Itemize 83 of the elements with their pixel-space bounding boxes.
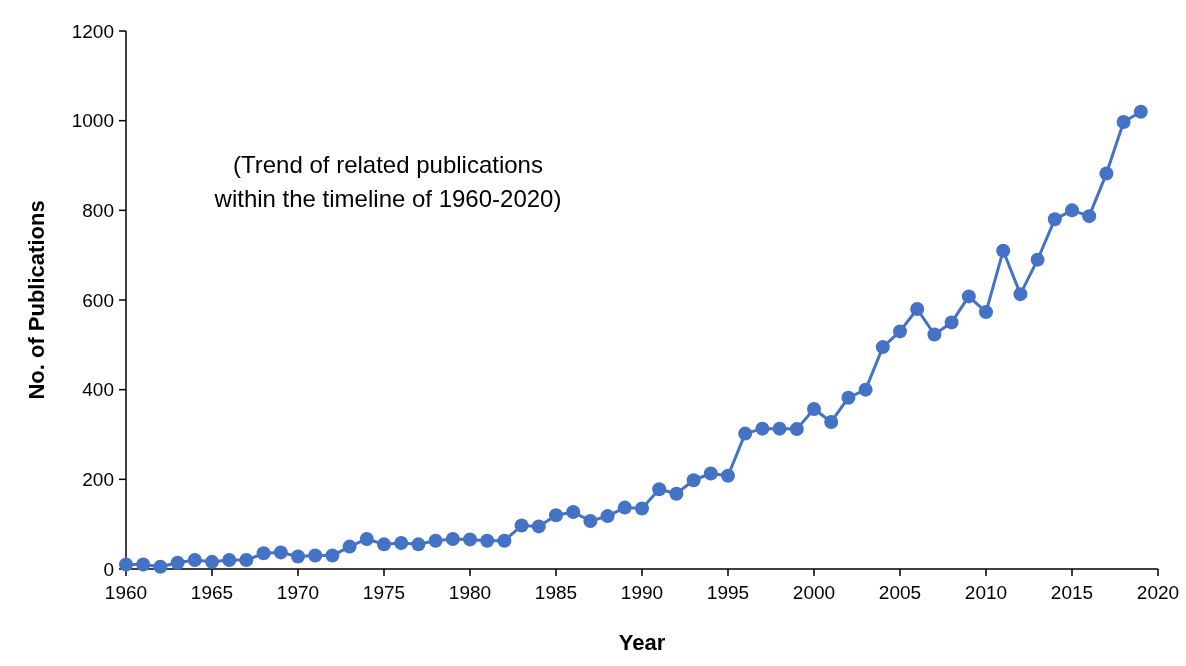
y-tick-label: 1200	[71, 20, 114, 42]
point	[308, 548, 323, 563]
point	[824, 414, 839, 429]
point	[531, 519, 546, 534]
point	[566, 505, 581, 520]
point	[755, 421, 770, 436]
y-tick-label: 0	[103, 558, 114, 580]
point	[187, 553, 202, 568]
point	[514, 518, 529, 533]
point	[1116, 115, 1131, 130]
point	[635, 501, 649, 516]
point	[1133, 104, 1148, 119]
point	[222, 553, 237, 568]
point	[927, 327, 942, 342]
y-tick-label: 600	[82, 289, 114, 311]
point	[119, 557, 133, 572]
point	[772, 421, 787, 436]
point	[721, 468, 735, 483]
point	[1065, 203, 1079, 218]
x-tick-label: 1960	[104, 582, 148, 603]
point	[342, 539, 357, 554]
point	[428, 533, 443, 548]
y-tick-label: 1000	[71, 110, 114, 132]
point	[910, 301, 925, 316]
point	[944, 315, 959, 330]
point	[1013, 287, 1028, 302]
x-tick-label: 2005	[878, 582, 922, 603]
x-tick-label: 1970	[276, 582, 320, 603]
point	[549, 508, 563, 523]
point	[583, 514, 598, 529]
x-tick-label: 1990	[620, 582, 664, 603]
point	[652, 482, 667, 497]
point	[600, 509, 615, 524]
point	[738, 426, 753, 441]
point	[1030, 252, 1045, 267]
point	[153, 559, 168, 574]
x-tick-label: 1975	[362, 582, 406, 603]
point	[807, 401, 821, 416]
point	[394, 536, 409, 550]
point	[291, 549, 305, 564]
point	[996, 243, 1011, 258]
point	[789, 422, 804, 437]
x-tick-label: 2015	[1050, 582, 1094, 603]
point	[256, 546, 271, 561]
point	[497, 533, 512, 548]
point	[359, 531, 374, 546]
annotation: (Trend of related publications within the timeline of 1960-2020)	[213, 151, 562, 212]
y-tick-label: 200	[82, 468, 114, 490]
x-tick-label: 2010	[964, 582, 1008, 603]
point	[961, 289, 976, 304]
point	[669, 486, 684, 501]
y-axis-title: No. of Publications	[24, 200, 49, 400]
point	[480, 533, 495, 548]
point	[875, 340, 890, 355]
y-tick-label: 800	[82, 199, 114, 221]
point	[686, 473, 701, 488]
point	[979, 305, 993, 320]
point	[703, 466, 718, 481]
point	[445, 531, 460, 546]
point	[170, 555, 185, 570]
y-tick-label: 400	[82, 379, 114, 401]
point	[136, 557, 151, 572]
x-tick-label: 1965	[190, 582, 234, 603]
point	[273, 545, 288, 560]
point	[893, 324, 907, 339]
point	[377, 537, 391, 552]
point	[325, 548, 340, 563]
point	[858, 382, 873, 397]
point	[205, 554, 219, 569]
x-tick-label: 2000	[792, 582, 836, 603]
point	[411, 537, 426, 552]
point	[239, 553, 254, 568]
point	[1047, 212, 1062, 227]
x-tick-label: 1995	[706, 582, 750, 603]
point	[841, 390, 856, 405]
point	[1082, 209, 1097, 224]
x-axis-title: Year	[618, 630, 666, 655]
point	[463, 532, 477, 547]
x-tick-label: 1980	[448, 582, 492, 603]
x-tick-label: 2020	[1136, 582, 1180, 603]
point	[617, 500, 632, 515]
x-tick-label: 1985	[534, 582, 578, 603]
point	[1099, 166, 1114, 181]
